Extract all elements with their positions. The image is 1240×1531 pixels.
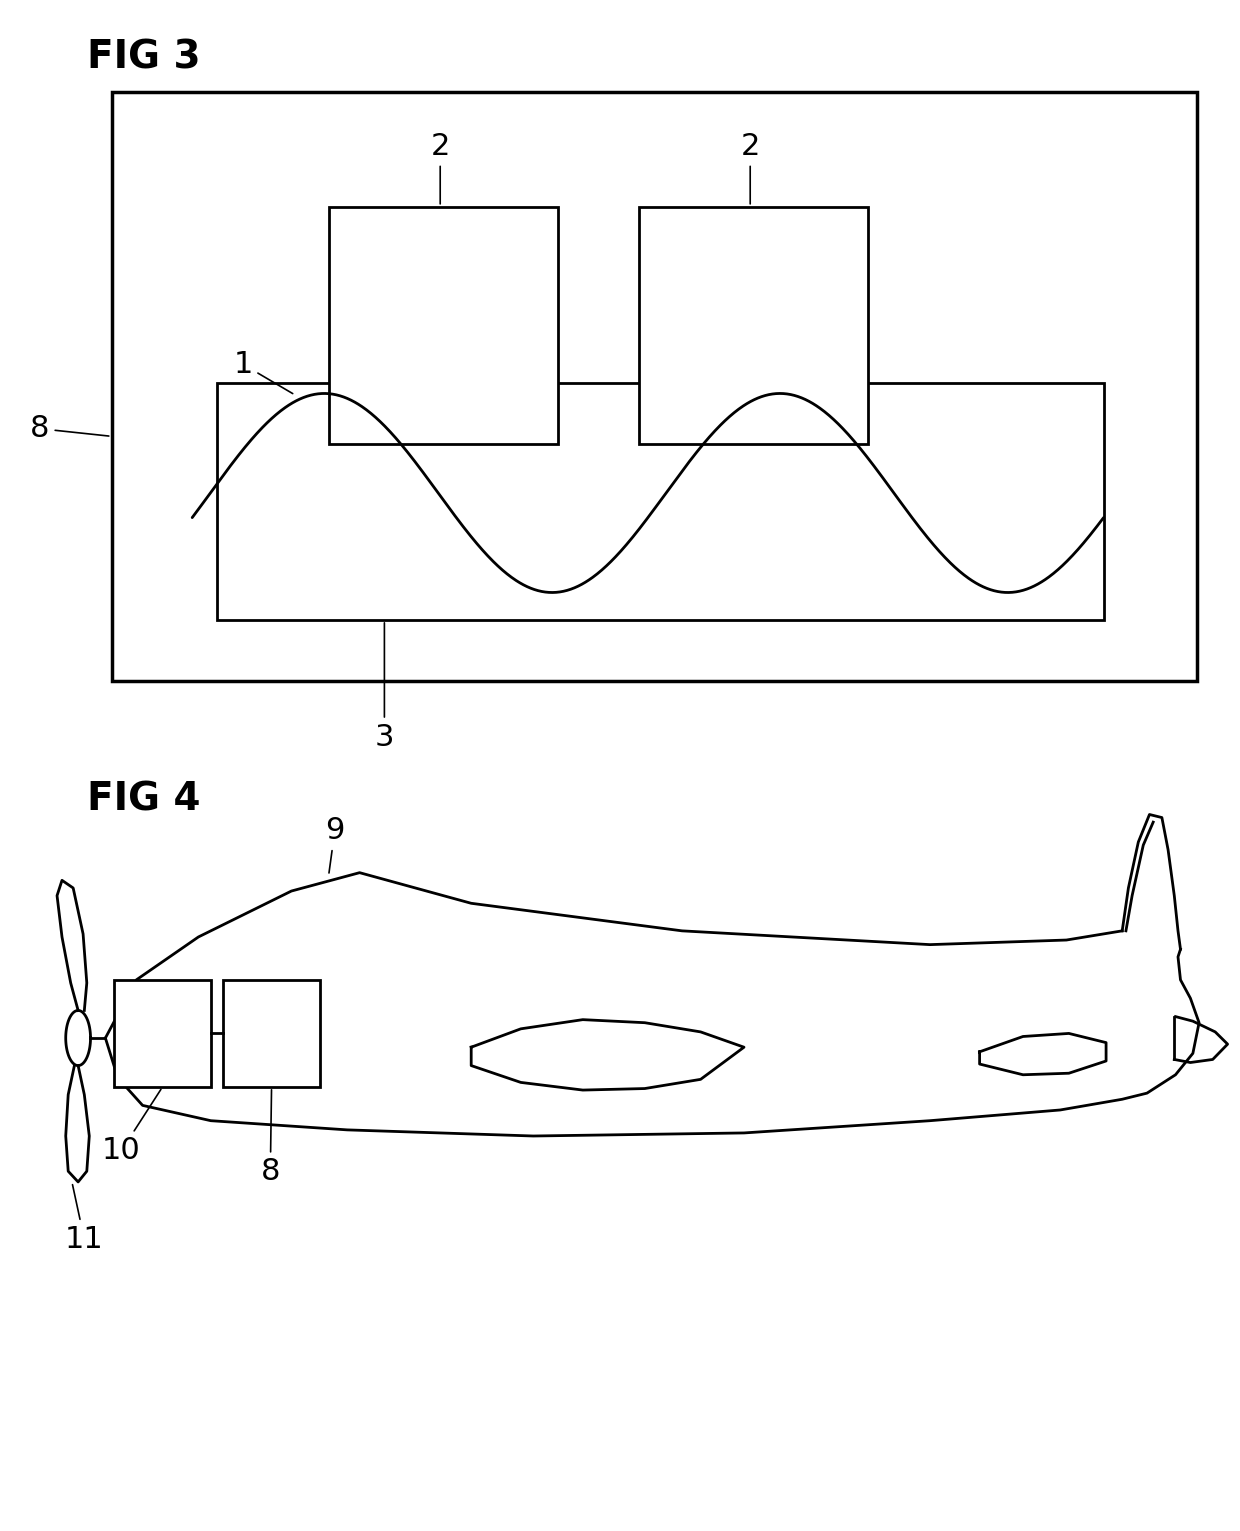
- Text: 8: 8: [30, 415, 109, 442]
- Bar: [112, 92, 1197, 681]
- Text: FIG 3: FIG 3: [87, 38, 201, 77]
- Bar: [639, 207, 868, 444]
- Bar: [217, 383, 1104, 620]
- Bar: [223, 980, 320, 1087]
- Text: 1: 1: [233, 351, 293, 393]
- Text: 3: 3: [374, 623, 394, 752]
- Text: FIG 4: FIG 4: [87, 781, 201, 819]
- Text: 2: 2: [740, 132, 760, 204]
- Bar: [114, 980, 211, 1087]
- Text: 11: 11: [64, 1185, 104, 1254]
- Bar: [329, 207, 558, 444]
- Text: 8: 8: [260, 1090, 280, 1187]
- Text: 9: 9: [325, 816, 345, 873]
- Text: 2: 2: [430, 132, 450, 204]
- Text: 10: 10: [102, 1090, 161, 1165]
